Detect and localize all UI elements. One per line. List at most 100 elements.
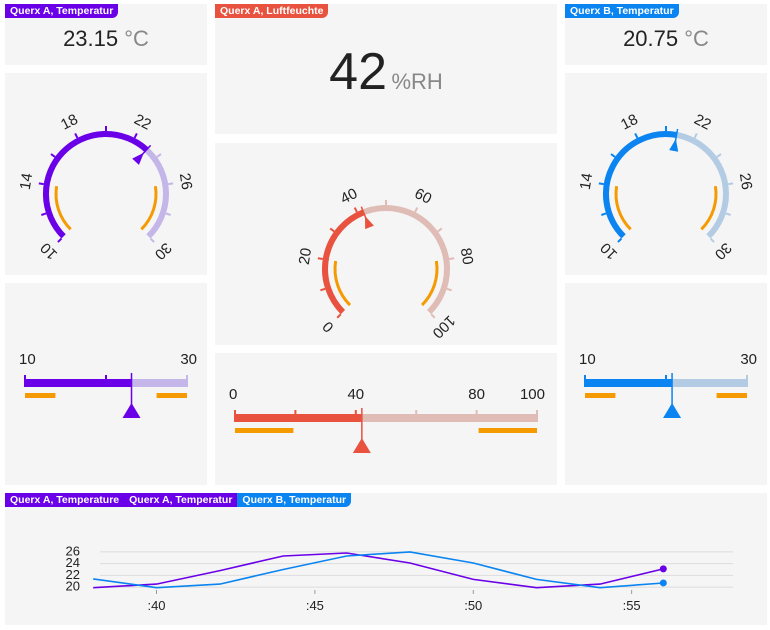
center-gauge-panel: 0 20 40 60 80 100: [215, 143, 557, 345]
chart-y-tick: 20: [66, 579, 80, 594]
left-bar-fill: [25, 379, 132, 387]
right-gauge-pointer: [669, 138, 679, 152]
left-gauge-tick: [38, 182, 44, 186]
center-gauge-tick: [336, 313, 342, 319]
left-gauge-label: 10: [37, 239, 61, 263]
chart-y-tick: 24: [66, 555, 80, 570]
center-gauge-label: 80: [457, 247, 476, 266]
left-bar-warn-high: [156, 393, 187, 398]
center-bar-label: 40: [347, 386, 364, 403]
right-bar-warn-low: [585, 393, 616, 398]
right-linear-gauge: 10 30: [579, 351, 757, 418]
left-value-display: 23.15 °C: [5, 26, 207, 52]
right-gauge-tick: [725, 212, 731, 216]
chart-series-last-point-2: [659, 579, 667, 587]
left-bar-pointer: [122, 403, 141, 418]
center-bar-label: 80: [468, 386, 485, 403]
left-gauge-warn-low: [54, 185, 72, 231]
right-gauge-tick: [709, 237, 715, 243]
right-gauge-tick: [610, 153, 616, 158]
left-value-panel: Querx A, Temperatur 23.15 °C: [5, 4, 207, 65]
center-bar-fill: [235, 414, 362, 422]
right-gauge-label: 10: [597, 239, 621, 263]
center-bar-pointer: [352, 438, 371, 453]
right-gauge-tick: [693, 132, 698, 139]
right-gauge-tick: [716, 153, 722, 158]
center-bar-track: [235, 414, 537, 422]
left-gauge-label: 14: [17, 172, 36, 191]
right-gauge-label: 22: [691, 111, 714, 134]
center-bar-label: 100: [520, 386, 545, 403]
center-linear-gauge: 0 40 80 100: [229, 386, 545, 453]
center-gauge-tick: [353, 207, 358, 213]
chart-x-tick: :40: [147, 598, 165, 613]
center-value: 42: [329, 43, 388, 101]
left-gauge-tick: [50, 153, 56, 158]
right-gauge-warn-high: [700, 185, 718, 231]
center-gauge-tick: [449, 257, 455, 260]
center-gauge-tick: [317, 257, 323, 260]
chart-tag-2: Querx A, Temperatur: [124, 493, 238, 507]
right-gauge-tick: [617, 237, 623, 243]
chart-x-tick: :55: [623, 598, 641, 613]
center-gauge-tick: [437, 227, 443, 233]
center-value-tag: Querx A, Luftfeuchte: [215, 4, 329, 18]
left-gauge-label: 30: [151, 239, 175, 263]
chart-tags: Querx A, Temperature Querx A, Temperatur…: [5, 493, 352, 507]
center-value-display: 42 %RH: [215, 42, 557, 102]
left-gauge-fill: [42, 130, 149, 239]
left-linear-gauge: 10 30: [19, 351, 197, 418]
center-gauge-tick: [320, 287, 326, 292]
left-gauge-pointer: [132, 152, 144, 165]
right-gauge-tick: [634, 132, 639, 139]
chart-x-tick: :50: [464, 598, 482, 613]
left-gauge-tick: [149, 237, 155, 243]
center-gauge-pointer: [365, 216, 374, 230]
chart-y-tick: 22: [66, 567, 80, 582]
right-gauge-tick: [598, 182, 604, 186]
right-bar-pointer: [663, 403, 682, 418]
left-bar-max-label: 30: [180, 351, 197, 368]
left-gauge-tick: [156, 153, 162, 158]
left-value-tag: Querx A, Temperatur: [5, 4, 119, 18]
chart-y-tick: 26: [66, 543, 80, 558]
left-gauge-tick: [133, 132, 138, 139]
center-gauge-warn-high: [420, 260, 439, 307]
right-gauge-tick: [728, 182, 734, 186]
left-gauge-label: 22: [131, 111, 154, 134]
center-gauge-label: 20: [296, 247, 315, 266]
left-unit: °C: [124, 26, 149, 51]
right-gauge-label: 14: [577, 172, 596, 191]
center-bar-panel: 0 40 80 100: [215, 353, 557, 485]
left-gauge-warn-high: [140, 185, 158, 231]
left-gauge-label: 18: [58, 111, 81, 134]
left-bar-warn-low: [25, 393, 56, 398]
left-bar-min-label: 10: [19, 351, 36, 368]
center-bar-label: 0: [229, 386, 237, 403]
left-gauge-label: 26: [176, 172, 195, 191]
right-value-panel: Querx B, Temperatur 20.75 °C: [565, 4, 767, 65]
center-gauge-tick: [329, 227, 335, 233]
center-gauge-tick: [430, 313, 436, 319]
right-gauge-label: 30: [711, 239, 735, 263]
right-gauge-fill: [603, 131, 678, 239]
center-gauge-tick: [414, 207, 419, 213]
left-gauge-tick: [74, 132, 79, 139]
left-gauge-tick: [168, 182, 174, 186]
right-gauge: 10 14 18 22 26 30: [577, 111, 755, 263]
right-bar-panel: 10 30: [565, 283, 767, 485]
center-unit: %RH: [391, 69, 443, 94]
right-gauge-panel: 10 14 18 22 26 30: [565, 73, 767, 275]
history-chart-panel: Querx A, Temperature Querx A, Temperatur…: [5, 493, 767, 625]
center-value-panel: Querx A, Luftfeuchte 42 %RH: [215, 4, 557, 134]
chart-series-line-2: [93, 551, 664, 589]
center-bar-warn-high: [478, 428, 537, 433]
center-gauge-label: 60: [412, 185, 435, 208]
center-gauge-fill: [322, 209, 365, 315]
right-bar-warn-high: [716, 393, 747, 398]
center-gauge-label: 0: [319, 318, 337, 336]
chart-tag-1: Querx A, Temperature: [5, 493, 125, 507]
left-gauge-tick: [41, 212, 47, 216]
center-gauge-warn-low: [333, 260, 352, 307]
